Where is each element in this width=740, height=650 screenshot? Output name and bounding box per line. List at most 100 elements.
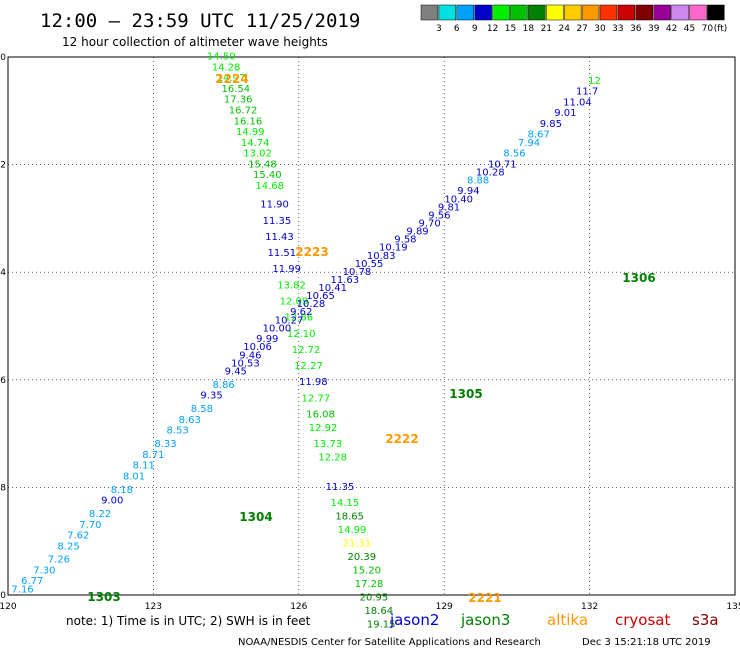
legend-swatch bbox=[420, 4, 439, 21]
jason2-wave-height-label: 9.45 bbox=[225, 366, 247, 377]
satellite-legend-jason2: jason2 bbox=[389, 611, 439, 629]
jason3-wave-height-label: 16.16 bbox=[234, 116, 263, 127]
jason3-wave-height-label: 12.28 bbox=[318, 453, 347, 464]
plot-border bbox=[7, 56, 736, 596]
jason3-wave-height-label: 12.10 bbox=[287, 329, 316, 340]
jason3-wave-height-label: 18.65 bbox=[335, 512, 364, 523]
jason2-wave-height-label: 10.83 bbox=[367, 251, 396, 262]
jason3-wave-height-label: 11.99 bbox=[272, 264, 301, 275]
jason2-wave-height-label: 10.28 bbox=[476, 167, 505, 178]
legend-swatch bbox=[581, 4, 600, 21]
legend-swatch bbox=[635, 4, 653, 21]
jason3-wave-height-label: 13.82 bbox=[277, 280, 306, 291]
axis-ticks: 120 123 126 129 132 135 -50 -52 -54 -56 -58 -60 bbox=[0, 53, 740, 612]
legend-unit: (ft) bbox=[714, 24, 728, 34]
legend-swatch bbox=[438, 4, 457, 21]
footnote: note: 1) Time is in UTC; 2) SWH is in fe… bbox=[66, 614, 311, 628]
legend-label: 3 bbox=[436, 24, 442, 34]
jason2-wave-height-label: 10.06 bbox=[243, 342, 272, 353]
legend-label: 18 bbox=[523, 24, 535, 34]
jason2-wave-height-label: 10.19 bbox=[379, 243, 408, 254]
jason2-wave-height-label: 9.62 bbox=[290, 307, 312, 318]
jason2-wave-height-label: 7.26 bbox=[48, 555, 70, 566]
jason3-wave-height-label: 14.50 bbox=[207, 52, 236, 63]
legend-label: 70 bbox=[702, 24, 714, 34]
legend-swatch bbox=[707, 4, 725, 21]
lon-tick-label: 126 bbox=[290, 602, 307, 612]
pass-time-label: 2224 bbox=[215, 72, 248, 86]
legend-label: 30 bbox=[594, 24, 606, 34]
lon-tick-label: 129 bbox=[436, 602, 453, 612]
generation-timestamp: Dec 3 15:21:18 UTC 2019 bbox=[582, 637, 711, 648]
legend-label: 12 bbox=[487, 24, 498, 34]
jason3-wave-height-label: 11.35 bbox=[263, 216, 292, 227]
jason2-wave-height-label: 10.27 bbox=[275, 315, 304, 326]
jason2-wave-height-label: 8.71 bbox=[142, 450, 164, 461]
jason2-wave-height-label: 10.65 bbox=[306, 291, 335, 302]
color-legend: 3 6 9 12 15 18 21 24 27 30 33 36 39 42 45 70 (ft) bbox=[420, 4, 728, 34]
jason2-wave-height-label: 11.7 bbox=[576, 87, 598, 98]
legend-label: 36 bbox=[630, 24, 642, 34]
jason2-wave-height-label: 7.16 bbox=[11, 584, 33, 595]
jason2-wave-height-label: 8.18 bbox=[111, 485, 133, 496]
jason3-wave-height-label: 15.40 bbox=[253, 170, 282, 181]
jason2-wave-height-label: 8.67 bbox=[528, 130, 550, 141]
jason2-wave-height-label: 8.53 bbox=[167, 426, 189, 437]
jason2-wave-height-label: 8.11 bbox=[133, 461, 155, 472]
legend-swatch bbox=[510, 4, 528, 21]
jason2-wave-height-label: 8.58 bbox=[191, 404, 213, 415]
jason2-wave-height-label: 10.55 bbox=[355, 259, 384, 270]
legend-label: 9 bbox=[472, 24, 478, 34]
jason3-wave-height-label: 12.92 bbox=[309, 423, 338, 434]
legend-swatch bbox=[528, 4, 546, 21]
jason2-wave-height-label: 10.28 bbox=[297, 299, 326, 310]
wave-height-points: 14.5014.2814.9716.5417.3616.7216.1614.99… bbox=[11, 52, 600, 631]
jason3-wave-height-label: 16.08 bbox=[306, 409, 335, 420]
jason3-wave-height-label: 12.27 bbox=[294, 361, 323, 372]
lat-tick-label: -56 bbox=[0, 376, 6, 386]
legend-label: 45 bbox=[684, 24, 695, 34]
satellite-legend: jason2 jason3 altika cryosat s3a bbox=[389, 611, 719, 629]
legend-swatch bbox=[563, 4, 582, 21]
legend-swatch bbox=[456, 4, 474, 21]
legend-swatch bbox=[546, 4, 564, 21]
pass-time-label: 1305 bbox=[449, 387, 482, 401]
jason3-wave-height-label: 14.99 bbox=[236, 127, 265, 138]
jason2-wave-height-label: 6.77 bbox=[21, 576, 43, 587]
pass-time-label: 1303 bbox=[87, 590, 120, 604]
jason3-wave-height-label: 21.31 bbox=[343, 539, 372, 550]
jason2-wave-height-label: 10.71 bbox=[488, 159, 517, 170]
jason3-wave-height-label: 20.95 bbox=[360, 592, 389, 603]
jason3-wave-height-label: 12.72 bbox=[292, 345, 321, 356]
legend-swatch bbox=[617, 4, 636, 21]
jason3-wave-height-label: 18.64 bbox=[364, 606, 393, 617]
jason2-wave-height-label: 9.46 bbox=[239, 350, 261, 361]
jason2-wave-height-label: 8.33 bbox=[154, 439, 176, 450]
jason3-wave-height-label: 15.20 bbox=[352, 565, 381, 576]
legend-label: 27 bbox=[576, 24, 587, 34]
jason3-wave-height-label: 17.28 bbox=[355, 579, 384, 590]
jason2-wave-height-label: 8.63 bbox=[179, 415, 201, 426]
legend-swatch bbox=[671, 4, 689, 21]
legend-swatch bbox=[689, 4, 707, 21]
jason2-wave-height-label: 8.88 bbox=[467, 175, 489, 186]
pass-time-label: 2223 bbox=[295, 245, 328, 259]
jason2-wave-height-label: 9.35 bbox=[200, 391, 222, 402]
jason3-wave-height-label: 16.54 bbox=[221, 84, 250, 95]
jason2-wave-height-label: 7.94 bbox=[518, 138, 540, 149]
jason2-wave-height-label: 11.04 bbox=[563, 97, 592, 108]
jason2-wave-height-label: 7.30 bbox=[33, 565, 55, 576]
jason2-wave-height-label: 10.53 bbox=[231, 358, 260, 369]
jason3-wave-height-label: 14.74 bbox=[241, 138, 270, 149]
jason2-wave-height-label: 7.70 bbox=[79, 520, 101, 531]
pass-time-label: 1306 bbox=[622, 271, 655, 285]
jason3-wave-height-label: 14.68 bbox=[255, 181, 284, 192]
jason2-wave-height-label: 9.94 bbox=[457, 186, 479, 197]
jason2-wave-height-label: 12 bbox=[588, 76, 601, 87]
jason2-wave-height-label: 8.25 bbox=[57, 541, 79, 552]
jason3-wave-height-label: 13.02 bbox=[243, 149, 272, 160]
pass-time-label: 2222 bbox=[385, 432, 418, 446]
satellite-legend-s3a: s3a bbox=[692, 611, 719, 629]
satellite-legend-jason3: jason3 bbox=[460, 611, 510, 629]
